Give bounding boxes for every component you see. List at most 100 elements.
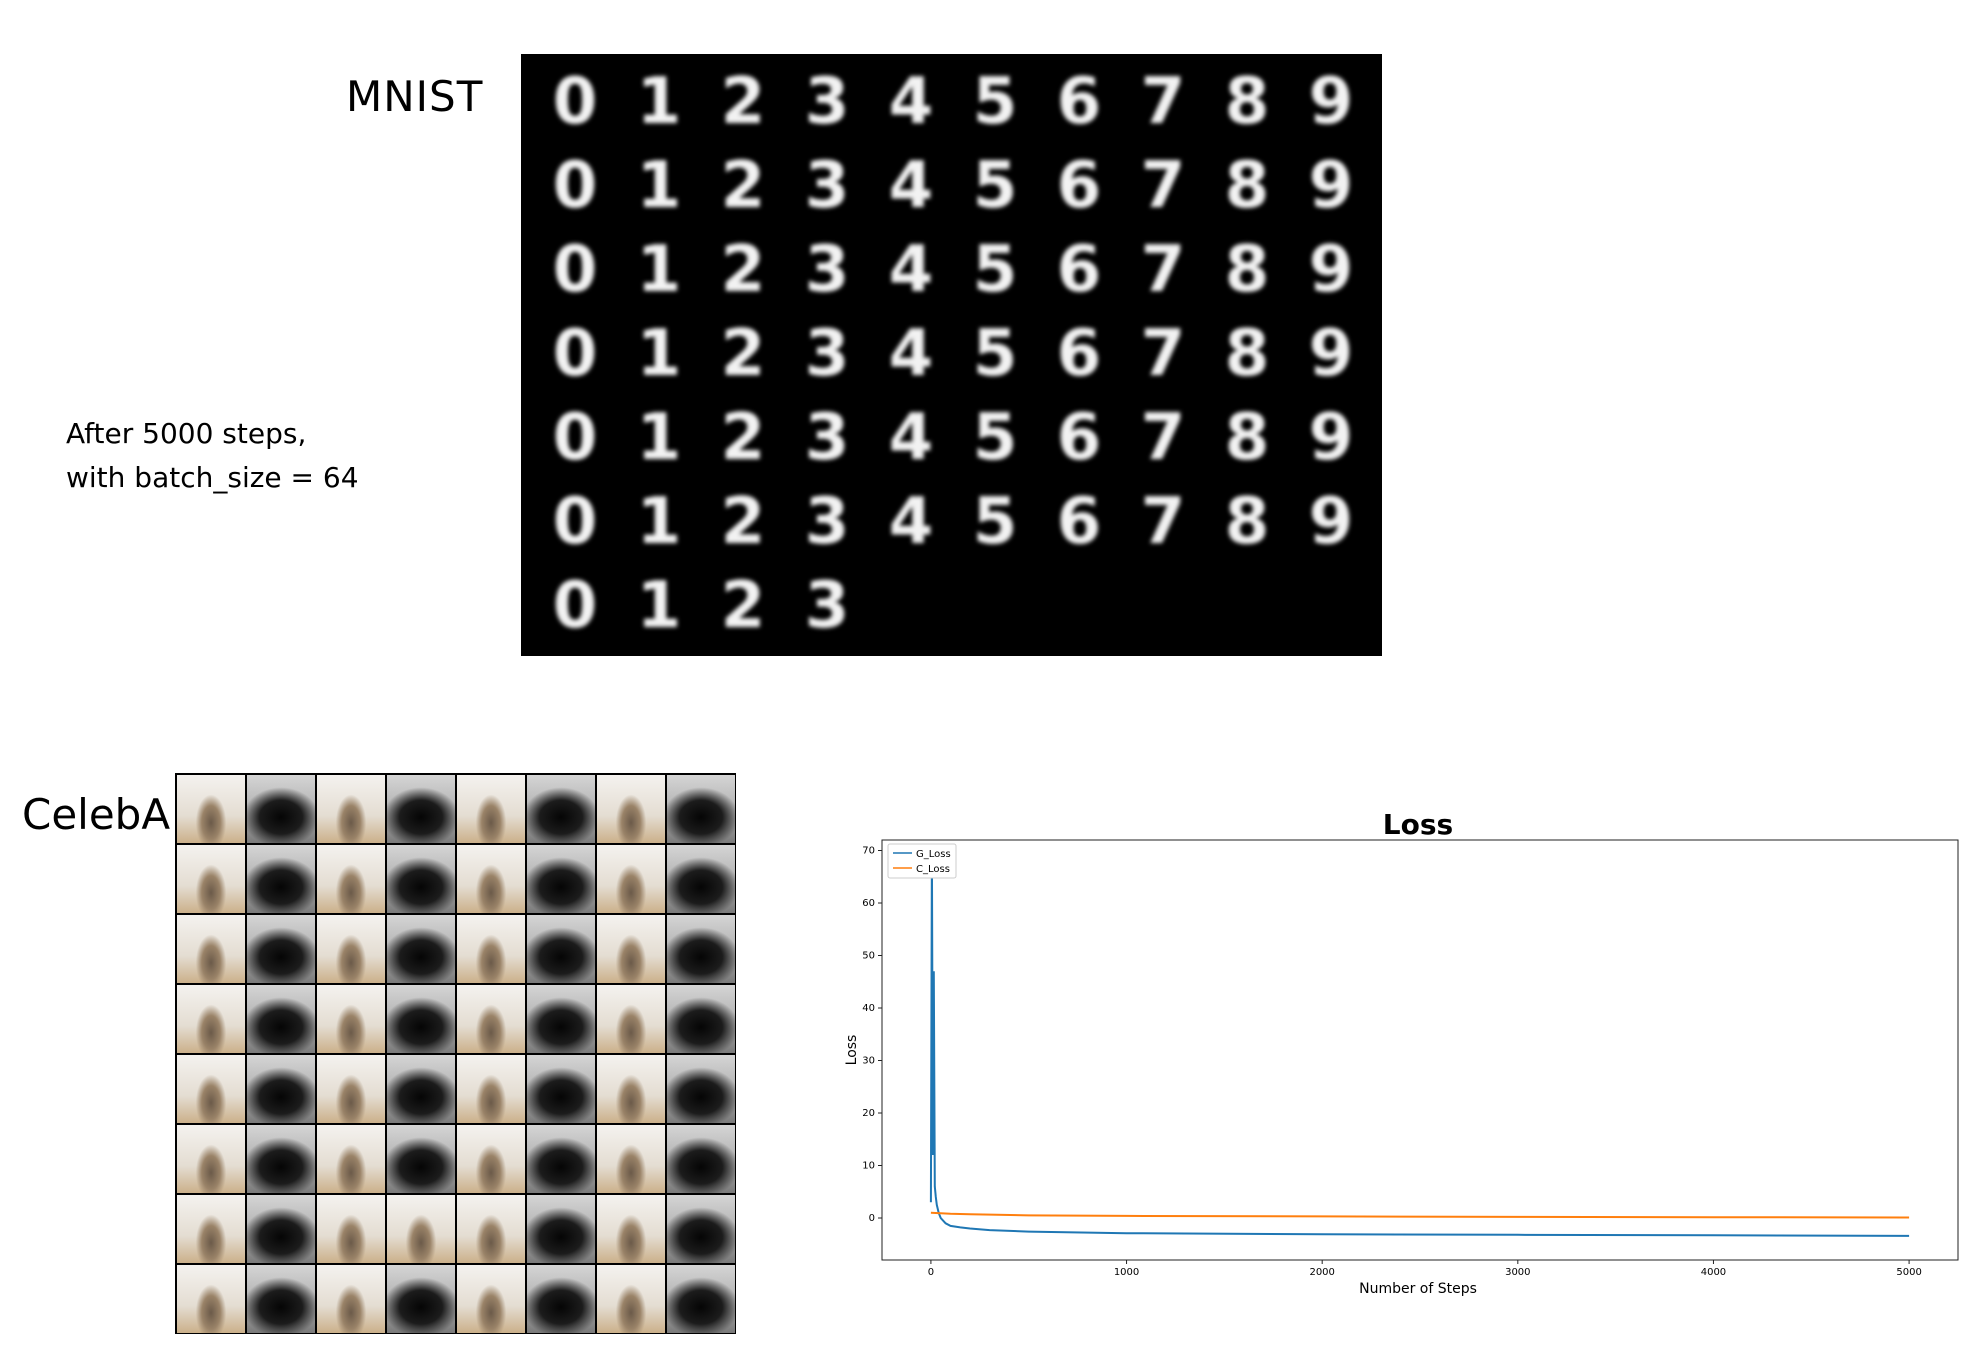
celeba-sample-image [527,1055,595,1123]
celeba-sample-image [177,1195,245,1263]
celeba-sample-image [247,915,315,983]
celeba-sample-image [457,1265,525,1333]
mnist-digit: 4 [888,485,934,559]
celeba-sample-image [317,775,385,843]
x-tick-label: 4000 [1701,1267,1726,1278]
celeba-sample-image [527,985,595,1053]
mnist-digit: 0 [552,317,598,391]
mnist-digit: 7 [1140,485,1186,559]
mnist-label: MNIST [346,72,484,121]
celeba-sample-image [317,845,385,913]
celeba-sample-image [527,775,595,843]
mnist-digit: 2 [720,233,766,307]
celeba-sample-image [597,1125,665,1193]
chart-title: Loss [1383,808,1453,841]
celeba-sample-image [527,845,595,913]
mnist-digit: 9 [1308,65,1354,139]
mnist-digit: 7 [1140,401,1186,475]
x-tick-label: 1000 [1114,1267,1139,1278]
celeba-sample-image [667,1125,735,1193]
training-note: After 5000 steps, with batch_size = 64 [66,412,359,500]
celeba-sample-image [457,915,525,983]
mnist-digit: 0 [552,65,598,139]
celeba-sample-image [457,985,525,1053]
celeba-sample-image [177,985,245,1053]
mnist-digit: 0 [552,401,598,475]
x-tick-label: 3000 [1505,1267,1530,1278]
mnist-digit: 6 [1056,317,1102,391]
mnist-digit: 0 [552,233,598,307]
celeba-sample-image [457,775,525,843]
celeba-sample-image [597,775,665,843]
mnist-digit: 1 [636,569,682,643]
celeba-sample-image [387,1125,455,1193]
mnist-digit: 0 [552,485,598,559]
x-tick-label: 0 [928,1267,934,1278]
celeba-sample-image [527,1125,595,1193]
celeba-sample-image [317,1265,385,1333]
celeba-sample-image [667,1195,735,1263]
celeba-sample-image [457,845,525,913]
x-axis-label: Number of Steps [1359,1281,1477,1297]
mnist-digit: 1 [636,317,682,391]
celeba-sample-image [387,1265,455,1333]
mnist-digit: 9 [1308,401,1354,475]
mnist-digit: 0 [552,149,598,223]
mnist-digit: 2 [720,149,766,223]
mnist-digit: 8 [1224,317,1270,391]
celeba-sample-image [457,1195,525,1263]
mnist-digit: 8 [1224,233,1270,307]
mnist-digit: 1 [636,233,682,307]
mnist-digit: 3 [804,485,850,559]
mnist-digit: 7 [1140,149,1186,223]
celeba-sample-image [247,1125,315,1193]
celeba-sample-image [247,1195,315,1263]
series-line-c-loss [930,1211,1910,1219]
celeba-sample-image [247,775,315,843]
y-tick-label: 30 [862,1056,875,1067]
y-tick-label: 50 [862,951,875,962]
mnist-digit: 7 [1140,65,1186,139]
celeba-sample-image [527,915,595,983]
celeba-sample-image [667,1265,735,1333]
mnist-digit: 3 [804,569,850,643]
celeba-sample-image [597,1055,665,1123]
mnist-digit: 1 [636,65,682,139]
celeba-sample-image [317,1055,385,1123]
mnist-digit: 4 [888,233,934,307]
mnist-digit: 3 [804,65,850,139]
mnist-digit: 8 [1224,485,1270,559]
note-line-1: After 5000 steps, [66,417,307,450]
mnist-digit: 2 [720,65,766,139]
celeba-sample-image [317,915,385,983]
celeba-sample-image [597,1195,665,1263]
mnist-digit: 9 [1308,485,1354,559]
celeba-sample-grid [175,773,736,1334]
mnist-digit: 5 [972,149,1018,223]
celeba-sample-image [597,985,665,1053]
mnist-digit: 2 [720,569,766,643]
mnist-digit: 5 [972,233,1018,307]
y-tick-label: 40 [862,1003,875,1014]
legend: G_Loss C_Loss [887,843,957,879]
mnist-digit: 5 [972,65,1018,139]
celeba-sample-image [597,1265,665,1333]
mnist-digit: 8 [1224,149,1270,223]
celeba-sample-image [247,1265,315,1333]
celeba-sample-image [457,1055,525,1123]
mnist-digit: 1 [636,149,682,223]
y-tick-label: 0 [869,1213,875,1224]
celeba-sample-image [177,775,245,843]
celeba-sample-image [317,1125,385,1193]
mnist-digit: 2 [720,401,766,475]
y-tick-label: 20 [862,1108,875,1119]
celeba-sample-image [177,1265,245,1333]
mnist-digit: 5 [972,485,1018,559]
celeba-sample-image [387,845,455,913]
celeba-sample-image [667,775,735,843]
celeba-sample-image [527,1195,595,1263]
celeba-sample-image [667,845,735,913]
x-tick-label: 2000 [1309,1267,1334,1278]
celeba-sample-image [387,1195,455,1263]
